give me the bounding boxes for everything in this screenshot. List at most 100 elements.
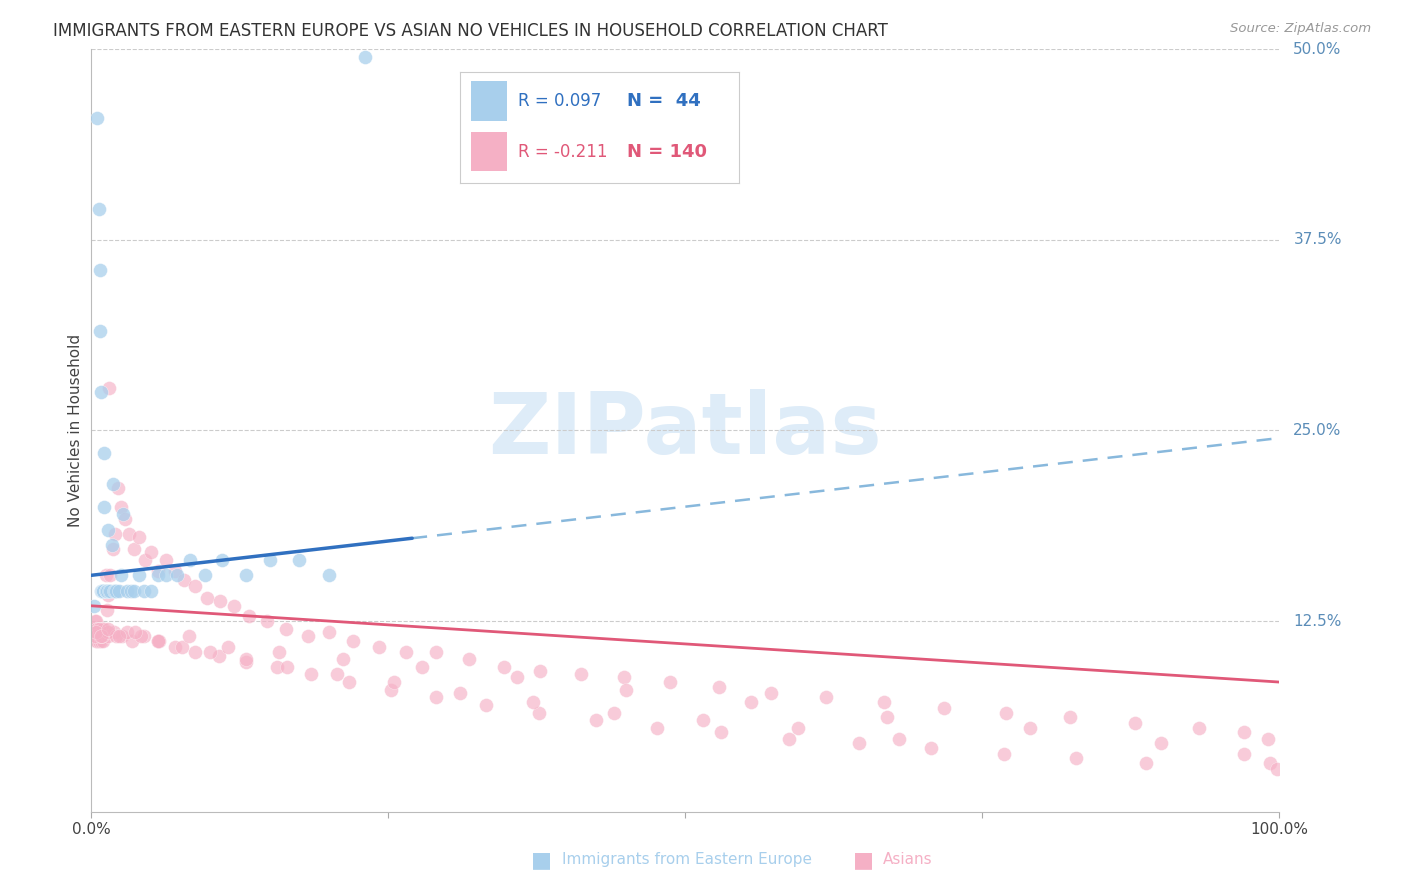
Point xyxy=(337,675,360,690)
Point xyxy=(89,324,111,338)
Bar xyxy=(471,81,508,120)
Point xyxy=(1257,731,1279,746)
Point xyxy=(848,736,870,750)
Point xyxy=(1019,721,1042,735)
Point xyxy=(115,583,138,598)
Text: ■: ■ xyxy=(853,850,873,870)
Point xyxy=(84,633,107,648)
Point xyxy=(266,660,288,674)
Point xyxy=(139,545,162,559)
Point xyxy=(97,629,120,643)
Point xyxy=(934,701,956,715)
Point xyxy=(86,624,108,639)
Point xyxy=(707,680,730,694)
Point xyxy=(146,633,169,648)
Point xyxy=(87,202,110,217)
Point xyxy=(101,476,124,491)
Point xyxy=(645,721,668,735)
Point xyxy=(1135,756,1157,770)
Point xyxy=(89,622,111,636)
Point xyxy=(179,553,201,567)
Point xyxy=(1233,747,1256,761)
Point xyxy=(94,568,117,582)
Point xyxy=(90,583,112,598)
Point xyxy=(89,629,111,643)
Point xyxy=(84,614,107,628)
Point xyxy=(146,564,169,578)
Point xyxy=(692,713,714,727)
Point xyxy=(195,591,218,606)
Point xyxy=(91,622,114,636)
Point xyxy=(89,263,111,277)
Point xyxy=(84,629,107,643)
Point xyxy=(166,568,188,582)
Point xyxy=(83,599,105,613)
Point xyxy=(86,622,108,636)
Point xyxy=(91,629,114,643)
Point xyxy=(104,583,127,598)
Point xyxy=(710,725,733,739)
Point xyxy=(87,622,110,636)
Point xyxy=(522,695,544,709)
Text: Asians: Asians xyxy=(883,853,932,867)
Point xyxy=(97,588,120,602)
Point xyxy=(122,542,145,557)
Point xyxy=(614,682,637,697)
Point xyxy=(353,50,375,64)
Point xyxy=(458,652,481,666)
Point xyxy=(993,747,1015,761)
Point xyxy=(132,583,155,598)
Point xyxy=(146,568,169,582)
Point xyxy=(876,710,898,724)
Point xyxy=(91,583,114,598)
Point xyxy=(380,682,402,697)
Point xyxy=(569,667,592,681)
Point xyxy=(778,731,800,746)
Point xyxy=(121,633,143,648)
Point xyxy=(194,568,217,582)
Point xyxy=(659,675,682,690)
Point xyxy=(326,667,349,681)
Point xyxy=(91,622,114,636)
Text: Source: ZipAtlas.com: Source: ZipAtlas.com xyxy=(1230,22,1371,36)
Point xyxy=(134,553,156,567)
Point xyxy=(211,553,233,567)
Point xyxy=(288,553,311,567)
Point xyxy=(120,583,142,598)
Point xyxy=(920,740,942,755)
Point xyxy=(114,512,136,526)
Point xyxy=(449,686,471,700)
Point xyxy=(613,671,636,685)
Point xyxy=(222,599,245,613)
Point xyxy=(1149,736,1171,750)
Point xyxy=(276,622,298,636)
Point xyxy=(90,622,112,636)
Point xyxy=(91,583,114,598)
Point xyxy=(395,644,418,658)
Point xyxy=(184,644,207,658)
Point xyxy=(1066,751,1088,765)
Point xyxy=(200,644,222,658)
Point xyxy=(101,542,124,557)
Point xyxy=(585,713,607,727)
Text: N =  44: N = 44 xyxy=(627,92,702,110)
Point xyxy=(93,500,115,514)
Point xyxy=(100,583,122,598)
Point xyxy=(1233,725,1256,739)
Point xyxy=(94,583,117,598)
Point xyxy=(217,640,239,654)
Point xyxy=(103,583,125,598)
Point xyxy=(759,686,782,700)
Point xyxy=(318,624,340,639)
Point xyxy=(184,579,207,593)
Text: 37.5%: 37.5% xyxy=(1294,232,1341,247)
Point xyxy=(276,660,298,674)
Point xyxy=(299,667,322,681)
Point xyxy=(1258,756,1281,770)
Point xyxy=(128,530,150,544)
Point xyxy=(207,649,229,664)
Point xyxy=(155,568,177,582)
Point xyxy=(97,624,120,639)
Point xyxy=(814,690,837,705)
Text: ■: ■ xyxy=(531,850,551,870)
